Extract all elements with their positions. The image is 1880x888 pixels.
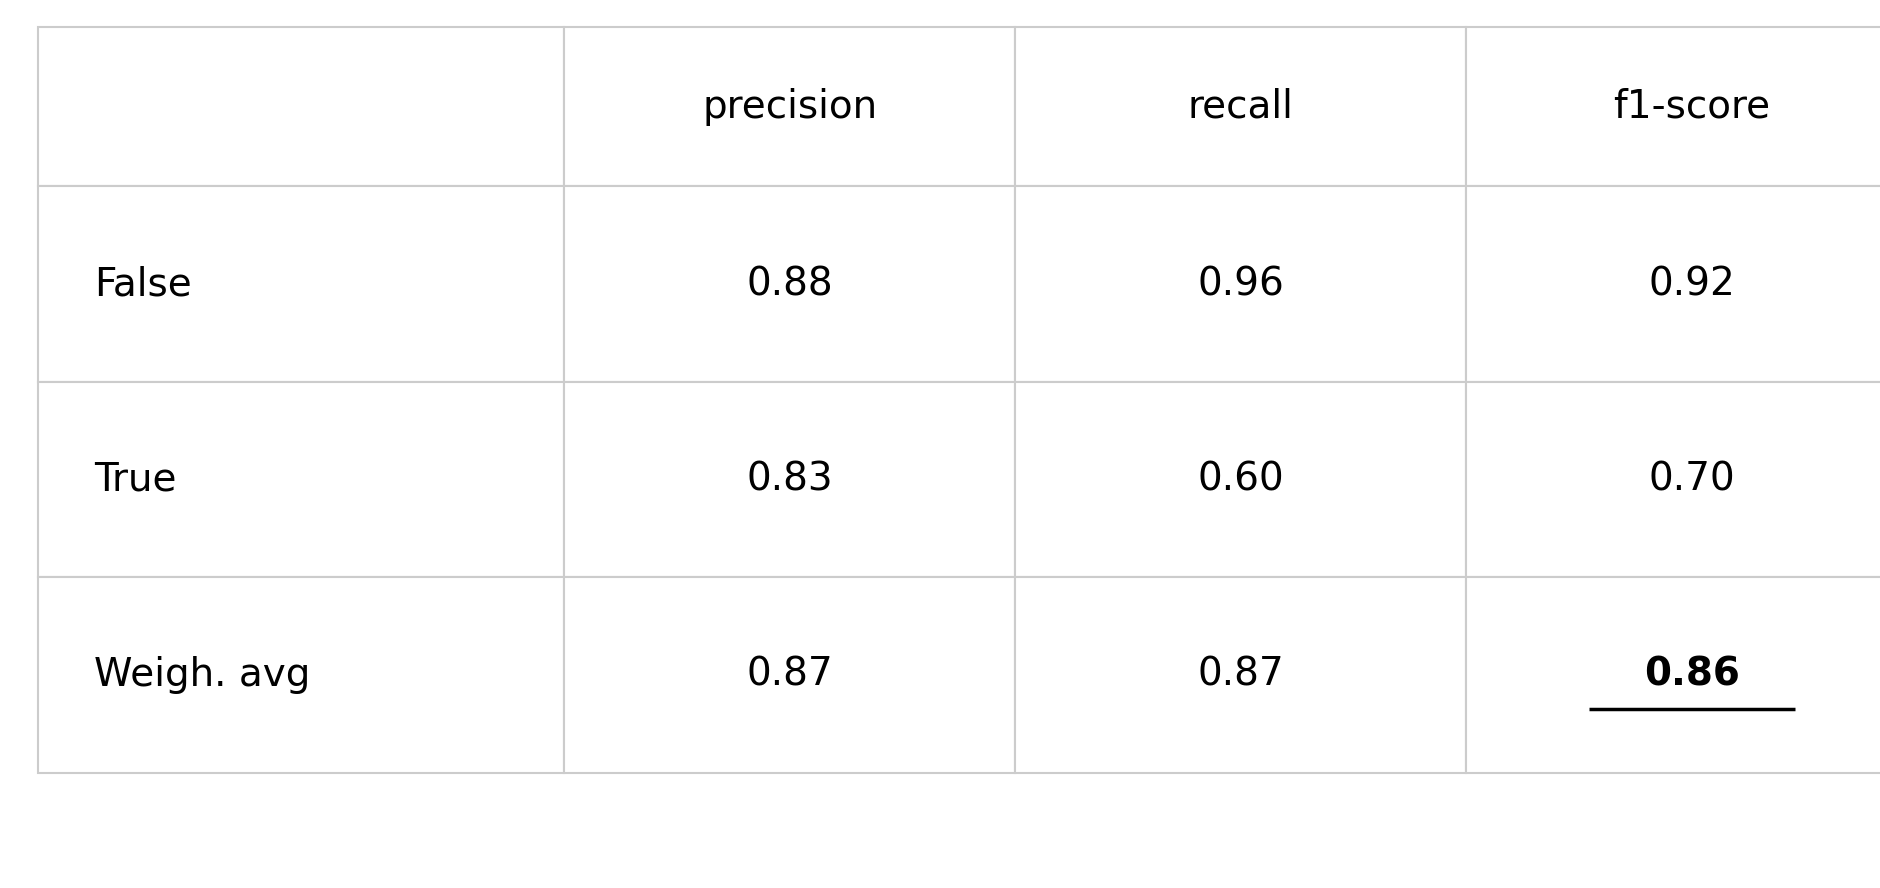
Bar <box>38 382 564 577</box>
Bar <box>1466 577 1880 773</box>
Text: 0.70: 0.70 <box>1649 461 1735 498</box>
Bar <box>38 27 564 186</box>
Bar <box>1015 186 1466 382</box>
Text: 0.87: 0.87 <box>1198 656 1284 694</box>
Bar <box>564 186 1015 382</box>
Text: 0.96: 0.96 <box>1198 266 1284 303</box>
Bar <box>1015 577 1466 773</box>
Bar <box>1015 27 1466 186</box>
Text: 0.92: 0.92 <box>1649 266 1735 303</box>
Text: 0.88: 0.88 <box>746 266 833 303</box>
Bar <box>38 577 564 773</box>
Text: 0.60: 0.60 <box>1198 461 1284 498</box>
Text: recall: recall <box>1188 88 1293 125</box>
Text: False: False <box>94 266 192 303</box>
Bar <box>564 382 1015 577</box>
Text: f1-score: f1-score <box>1613 88 1771 125</box>
Text: precision: precision <box>701 88 878 125</box>
Bar <box>1466 186 1880 382</box>
Text: True: True <box>94 461 177 498</box>
Bar <box>1466 27 1880 186</box>
Text: Weigh. avg: Weigh. avg <box>94 656 310 694</box>
Bar <box>1015 382 1466 577</box>
Bar <box>38 186 564 382</box>
Text: 0.86: 0.86 <box>1645 656 1739 694</box>
Text: 0.83: 0.83 <box>746 461 833 498</box>
Text: 0.87: 0.87 <box>746 656 833 694</box>
Bar <box>1466 382 1880 577</box>
Bar <box>564 27 1015 186</box>
Bar <box>564 577 1015 773</box>
